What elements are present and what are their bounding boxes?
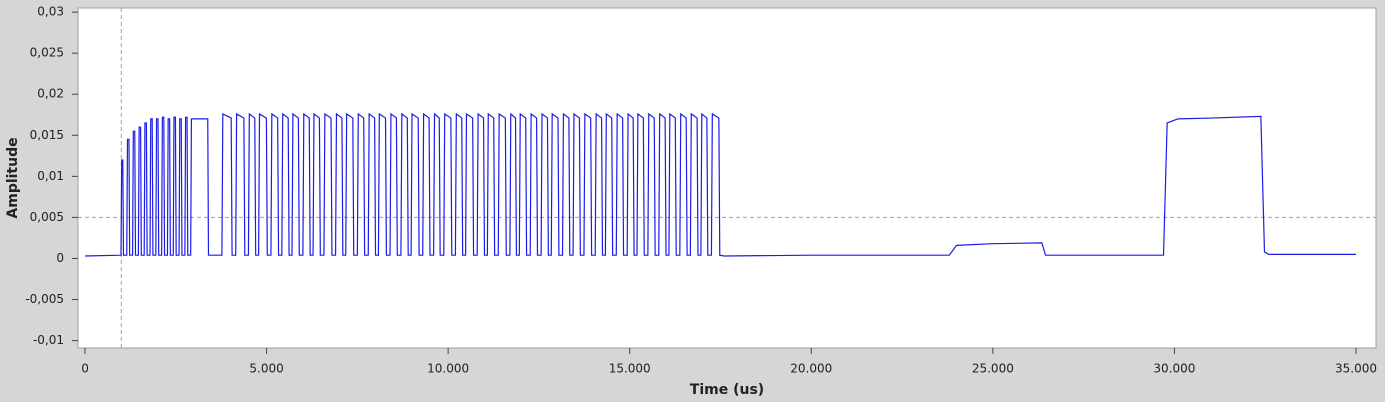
y-tick-label: 0,01	[37, 169, 64, 183]
x-tick-label: 35.000	[1335, 362, 1377, 376]
x-tick-label: 5.000	[249, 362, 283, 376]
y-tick-label: 0,015	[30, 128, 64, 142]
y-tick-label: 0,02	[37, 87, 64, 101]
signal-line	[84, 112, 1356, 257]
x-tick-label: 20.000	[790, 362, 832, 376]
x-axis-title: Time (us)	[690, 382, 764, 398]
y-tick-label: -0,01	[33, 333, 64, 347]
y-tick-label: 0,03	[37, 5, 64, 19]
y-tick-label: 0,025	[30, 46, 64, 60]
x-tick-label: 10.000	[427, 362, 469, 376]
y-axis-title: Amplitude	[5, 137, 21, 218]
x-tick-label: 0	[81, 362, 89, 376]
plot-area	[77, 7, 1377, 349]
y-tick-label: 0	[56, 251, 64, 265]
x-tick-label: 15.000	[609, 362, 651, 376]
y-tick-label: -0,005	[25, 292, 64, 306]
y-tick-label: 0,005	[30, 210, 64, 224]
x-tick-label: 25.000	[972, 362, 1014, 376]
x-tick-label: 30.000	[1153, 362, 1195, 376]
